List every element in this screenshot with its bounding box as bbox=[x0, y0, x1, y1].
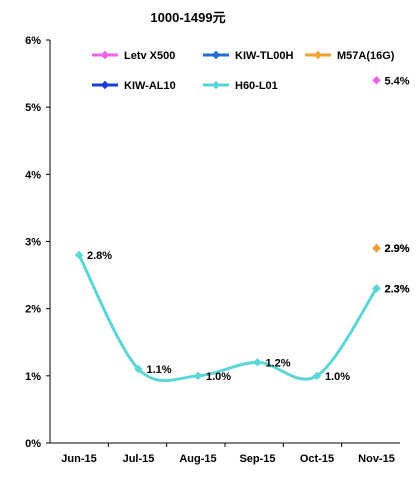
legend-swatch-marker bbox=[313, 50, 323, 60]
data-label: 2.8% bbox=[87, 250, 112, 262]
x-tick-label: Jul-15 bbox=[123, 453, 155, 465]
legend-swatch-marker bbox=[211, 50, 221, 60]
data-label: 2.9% bbox=[385, 243, 410, 255]
series-line bbox=[77, 253, 378, 383]
x-tick-label: Oct-15 bbox=[300, 453, 334, 465]
legend-label: H60-L01 bbox=[235, 80, 278, 92]
data-point bbox=[253, 358, 262, 367]
legend-label: M57A(16G) bbox=[337, 50, 395, 62]
data-label: 2.3% bbox=[385, 284, 410, 296]
data-point bbox=[193, 371, 203, 381]
data-point bbox=[134, 364, 143, 374]
data-label: 1.0% bbox=[206, 371, 231, 383]
legend-item: M57A(16G) bbox=[305, 50, 395, 62]
data-point bbox=[372, 284, 381, 293]
x-tick-label: Nov-15 bbox=[358, 453, 395, 465]
data-label: 2.9% bbox=[385, 243, 410, 255]
y-tick-label: 0% bbox=[25, 438, 41, 450]
series-h60-l01: 2.8% 1.1% 1.0% 1.2% 1.0% 2.3% bbox=[74, 250, 410, 383]
data-label: 1.0% bbox=[325, 371, 350, 383]
data-point bbox=[312, 371, 322, 381]
legend-swatch-marker bbox=[100, 80, 110, 90]
data-label: 1.2% bbox=[266, 357, 291, 369]
data-label: 1.1% bbox=[147, 364, 172, 376]
y-tick-label: 3% bbox=[25, 237, 41, 249]
data-point bbox=[372, 76, 381, 85]
y-axis: 0% 1% 2% 3% 4% 5% 6% bbox=[25, 35, 51, 450]
data-label: 2.3% bbox=[385, 284, 410, 296]
series-m57a-16g-: 2.9% bbox=[372, 243, 410, 255]
legend-item: H60-L01 bbox=[203, 80, 278, 92]
y-tick-label: 4% bbox=[25, 169, 41, 181]
legend-item: KIW-TL00H bbox=[203, 50, 293, 62]
y-tick-label: 2% bbox=[25, 304, 41, 316]
series-letv-x500: 5.4% bbox=[372, 75, 410, 87]
x-tick-label: Aug-15 bbox=[179, 453, 216, 465]
plot-area: 5.4%2.9%2.9%2.3%2.8%1.1%1.0%1.2%1.0%2.3% bbox=[74, 75, 410, 383]
x-tick-label: Sep-15 bbox=[239, 453, 275, 465]
legend-item: KIW-AL10 bbox=[92, 80, 176, 92]
legend-swatch-marker bbox=[211, 80, 221, 90]
x-tick-label: Jun-15 bbox=[61, 453, 96, 465]
chart-title: 1000-1499元 bbox=[150, 10, 225, 25]
legend-label: KIW-AL10 bbox=[124, 80, 176, 92]
data-point bbox=[74, 250, 84, 260]
legend-label: KIW-TL00H bbox=[235, 50, 293, 62]
y-tick-label: 6% bbox=[25, 35, 41, 47]
legend-label: Letv X500 bbox=[124, 50, 175, 62]
data-point bbox=[372, 243, 381, 253]
x-axis: Jun-15 Jul-15 Aug-15 Sep-15 Oct-15 Nov-15 bbox=[50, 442, 400, 465]
legend-swatch-marker bbox=[100, 50, 110, 60]
y-tick-label: 5% bbox=[25, 102, 41, 114]
data-label: 5.4% bbox=[385, 75, 410, 87]
legend-item: Letv X500 bbox=[92, 50, 175, 62]
y-tick-label: 1% bbox=[25, 371, 41, 383]
legend: Letv X500 KIW-TL00H M57A(16G) KIW-AL10 H60-L… bbox=[92, 50, 395, 92]
